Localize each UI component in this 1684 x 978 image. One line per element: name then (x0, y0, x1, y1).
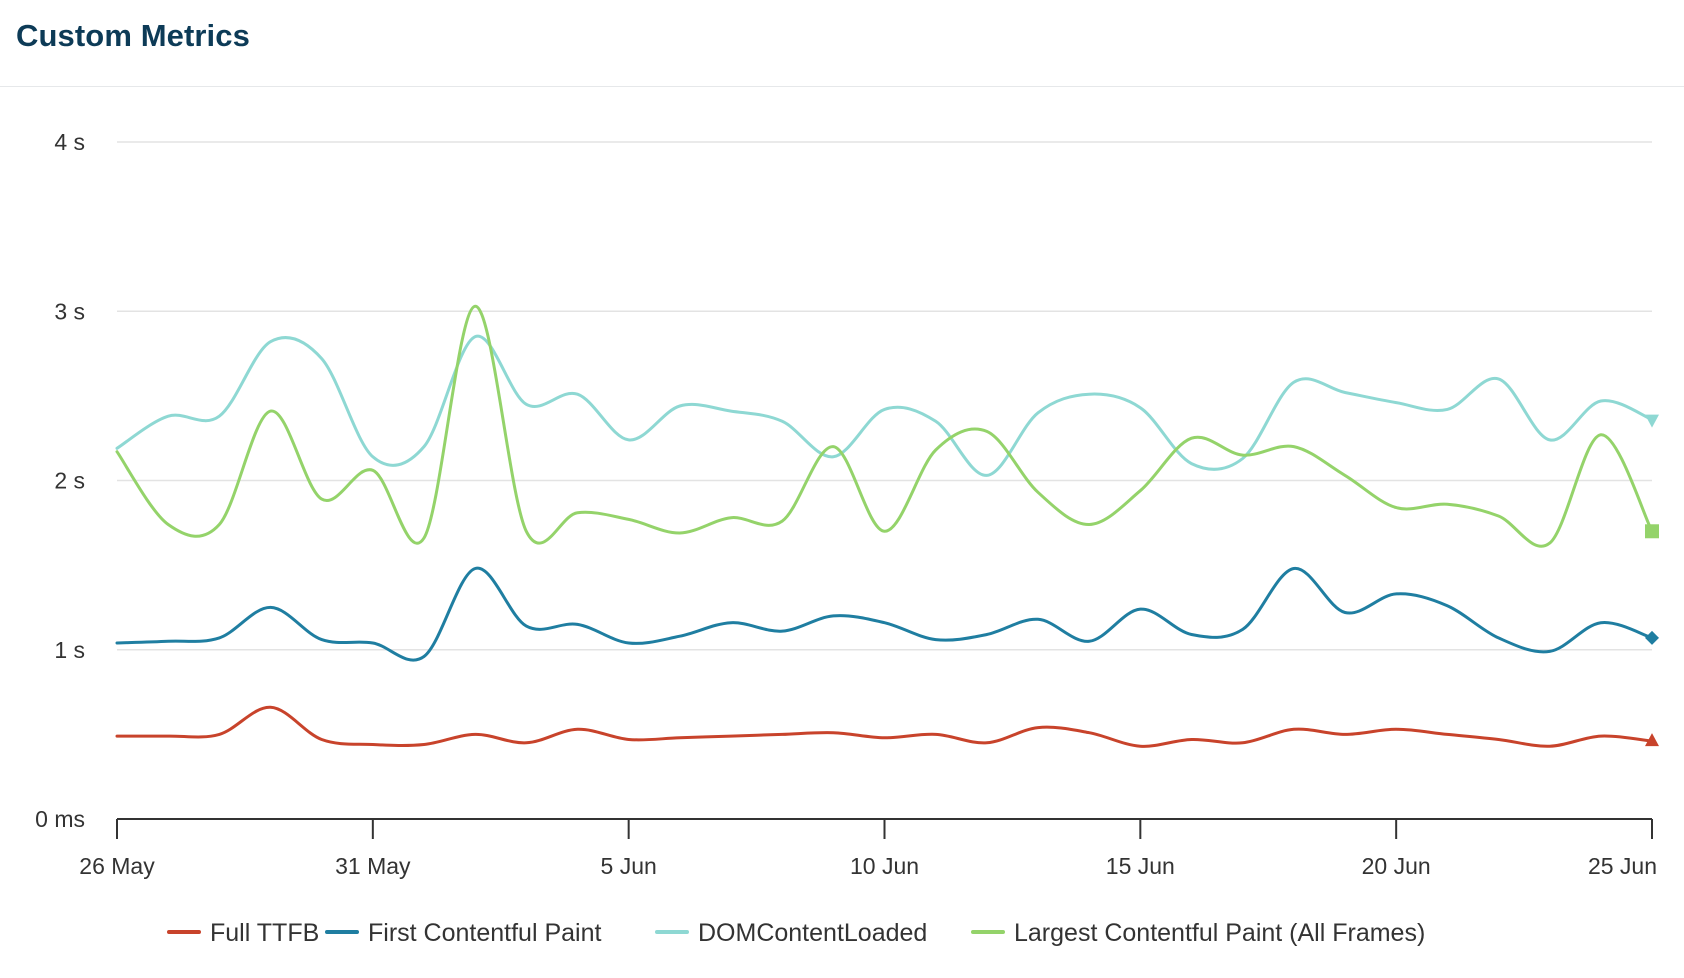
legend-label: DOMContentLoaded (698, 919, 927, 947)
y-tick-label: 1 s (54, 637, 85, 663)
x-tick-label: 25 Jun (1588, 853, 1657, 879)
legend-item-domcontentloaded[interactable]: DOMContentLoaded (655, 919, 927, 947)
y-tick-label: 3 s (54, 298, 85, 324)
x-tick-label: 20 Jun (1362, 853, 1431, 879)
custom-metrics-chart: 0 ms 1 s 2 s 3 s 4 s 26 May 31 May 5 Jun 10 Jun 1… (35, 129, 1659, 947)
series-largest-contentful-paint-all-frames (115, 304, 1659, 548)
series-end-marker (1645, 524, 1659, 539)
x-tick-label: 10 Jun (850, 853, 919, 879)
legend-label: Largest Contentful Paint (All Frames) (1014, 919, 1425, 947)
legend-label: Full TTFB (210, 919, 319, 947)
x-tick-label: 26 May (79, 853, 155, 879)
legend-item-first-contentful-paint[interactable]: First Contentful Paint (325, 919, 601, 947)
panel-title: Custom Metrics (16, 18, 250, 53)
legend-label: First Contentful Paint (368, 919, 601, 947)
series-end-marker (1645, 630, 1659, 645)
series-lines (115, 304, 1659, 748)
series-full-ttfb (115, 705, 1659, 748)
y-tick-label: 0 ms (35, 806, 85, 832)
panel-header: Custom Metrics (0, 0, 1684, 87)
gridlines (117, 141, 1652, 651)
series-first-contentful-paint (115, 566, 1659, 662)
series-line[interactable] (115, 566, 1654, 662)
series-end-marker (1645, 414, 1659, 428)
x-tick-label: 5 Jun (601, 853, 657, 879)
x-tick-label: 31 May (335, 853, 411, 879)
series-domcontentloaded (115, 334, 1659, 477)
legend-item-largest-contentful-paint-all-frames[interactable]: Largest Contentful Paint (All Frames) (971, 919, 1425, 947)
series-line[interactable] (115, 304, 1654, 548)
series-end-marker (1645, 733, 1659, 747)
series-line[interactable] (115, 334, 1654, 477)
legend-item-full-ttfb[interactable]: Full TTFB (167, 919, 319, 947)
axes: 0 ms 1 s 2 s 3 s 4 s 26 May 31 May 5 Jun 10 Jun 1… (35, 129, 1657, 879)
legend: Full TTFB First Contentful Paint DOMConten… (167, 919, 1425, 947)
series-line[interactable] (115, 705, 1654, 748)
x-tick-label: 15 Jun (1106, 853, 1175, 879)
y-tick-label: 4 s (54, 129, 85, 155)
y-tick-label: 2 s (54, 468, 85, 494)
